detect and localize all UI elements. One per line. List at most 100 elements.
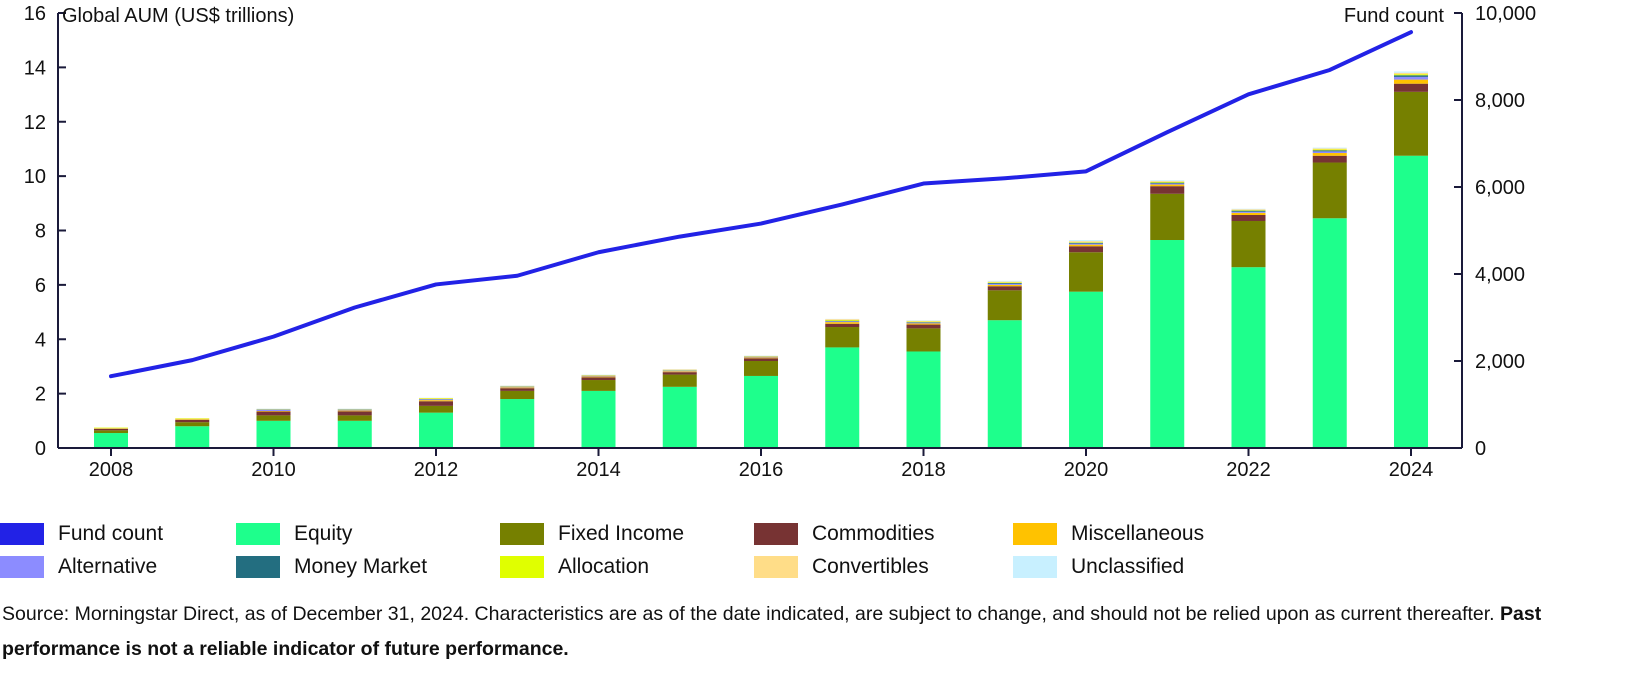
bar-commodities-2017	[825, 323, 860, 328]
bar-alternative-2024	[1394, 76, 1428, 80]
bar-commodities-2014	[581, 377, 616, 381]
bar-equity-2014	[581, 390, 616, 448]
bar-fixed-income-2009	[175, 422, 210, 427]
legend-label: Convertibles	[812, 555, 929, 578]
bar-money-market-2019	[987, 282, 1022, 284]
legend-label: Alternative	[58, 555, 158, 578]
bar-money-market-2022	[1231, 210, 1266, 212]
left-axis-title: Global AUM (US$ trillions)	[62, 5, 294, 27]
bar-allocation-2021	[1150, 181, 1185, 183]
bar-miscellaneous-2024	[1394, 79, 1428, 84]
bar-equity-2008	[94, 433, 128, 448]
axes: 0 2 4 6 8 10 12 14 16 0 2,000 4,000 6,000 8,000 10,000…	[24, 3, 1536, 480]
bar-unclassified-2023	[1312, 147, 1347, 149]
legend-item-convertibles: Convertibles	[754, 555, 929, 579]
bar-convertibles-2022	[1231, 209, 1266, 211]
bar-allocation-2008	[94, 427, 128, 429]
bar-commodities-2020	[1069, 246, 1103, 253]
bar-equity-2021	[1150, 240, 1185, 448]
bar-equity-2020	[1069, 291, 1103, 448]
bar-equity-2017	[825, 347, 860, 448]
bar-convertibles-2020	[1069, 241, 1103, 243]
x-tick-label: 2020	[1064, 459, 1109, 480]
bars	[94, 71, 1428, 448]
bar-commodities-2009	[175, 419, 210, 423]
legend-swatch	[0, 556, 44, 578]
bar-commodities-2022	[1231, 215, 1266, 221]
bar-alternative-2015	[662, 370, 697, 372]
x-tick-label: 2014	[576, 459, 621, 480]
bar-convertibles-2012	[419, 397, 453, 399]
bar-miscellaneous-2008	[94, 428, 128, 429]
bar-fixed-income-2024	[1394, 91, 1428, 156]
bar-alternative-2016	[744, 356, 778, 358]
bar-fixed-income-2008	[94, 430, 128, 434]
legend-swatch	[0, 523, 44, 545]
bar-unclassified-2022	[1231, 208, 1266, 210]
bar-convertibles-2017	[825, 319, 860, 320]
fund-count-line	[109, 30, 1413, 379]
legend-item-alternative: Alternative	[0, 555, 157, 579]
bar-unclassified-2020	[1069, 240, 1103, 242]
legend-item-equity: Equity	[236, 522, 352, 546]
bar-allocation-2023	[1312, 149, 1347, 151]
bar-commodities-2013	[500, 388, 535, 391]
bar-alternative-2010	[256, 409, 291, 412]
bar-fixed-income-2022	[1231, 220, 1266, 268]
legend-item-fixed-income: Fixed Income	[500, 522, 684, 546]
left-tick-label: 2	[35, 384, 46, 406]
bar-alternative-2022	[1231, 211, 1266, 213]
bar-allocation-2019	[987, 282, 1022, 283]
bar-fixed-income-2015	[662, 374, 697, 387]
right-tick-label: 4,000	[1475, 264, 1525, 286]
legend-item-money-market: Money Market	[236, 555, 427, 579]
bar-money-market-2023	[1312, 150, 1347, 152]
legend-swatch	[500, 556, 544, 578]
left-tick-label: 10	[24, 166, 46, 188]
legend-label: Allocation	[558, 555, 650, 578]
legend-label: Fund count	[58, 522, 164, 545]
left-tick-label: 0	[35, 438, 46, 460]
bar-alternative-2013	[500, 386, 535, 388]
bar-convertibles-2016	[744, 355, 778, 357]
bar-convertibles-2015	[662, 369, 697, 371]
bar-fixed-income-2018	[906, 328, 941, 352]
bar-miscellaneous-2015	[662, 371, 697, 373]
bar-equity-2023	[1312, 218, 1347, 448]
legend-swatch	[1013, 556, 1057, 578]
bar-commodities-2024	[1394, 83, 1428, 92]
chart: 0 2 4 6 8 10 12 14 16 0 2,000 4,000 6,000 8,000 10,000…	[24, 3, 1536, 480]
bar-equity-2024	[1394, 155, 1428, 448]
bar-miscellaneous-2023	[1312, 153, 1347, 156]
left-tick-label: 14	[24, 57, 46, 79]
bar-allocation-2009	[175, 418, 210, 419]
bar-convertibles-2018	[906, 320, 941, 322]
bar-alternative-2011	[337, 409, 372, 411]
bar-alternative-2017	[825, 321, 860, 323]
bar-commodities-2008	[94, 428, 128, 431]
bar-miscellaneous-2017	[825, 322, 860, 324]
legend-swatch	[236, 556, 280, 578]
bar-fixed-income-2019	[987, 290, 1022, 321]
legend-swatch	[754, 523, 798, 545]
bar-allocation-2012	[419, 398, 453, 400]
right-axis-title: Fund count	[1344, 5, 1445, 27]
bar-fixed-income-2014	[581, 380, 616, 391]
bar-money-market-2020	[1069, 242, 1103, 244]
disclaimer: Past performance is not a reliable indic…	[2, 603, 1542, 660]
bar-allocation-2022	[1231, 210, 1266, 211]
bar-miscellaneous-2018	[906, 323, 941, 325]
bar-convertibles-2019	[987, 281, 1022, 283]
bar-fixed-income-2016	[744, 361, 778, 376]
bar-miscellaneous-2019	[987, 284, 1022, 287]
left-tick-label: 4	[35, 329, 46, 351]
bar-convertibles-2021	[1150, 181, 1185, 182]
bar-miscellaneous-2021	[1150, 184, 1185, 187]
bar-miscellaneous-2011	[337, 410, 372, 412]
legend-item-miscellaneous: Miscellaneous	[1013, 522, 1204, 546]
x-tick-label: 2024	[1389, 459, 1434, 480]
x-tick-label: 2018	[901, 459, 946, 480]
legend-swatch	[236, 523, 280, 545]
bar-fixed-income-2011	[337, 415, 372, 421]
bar-fixed-income-2017	[825, 327, 860, 348]
